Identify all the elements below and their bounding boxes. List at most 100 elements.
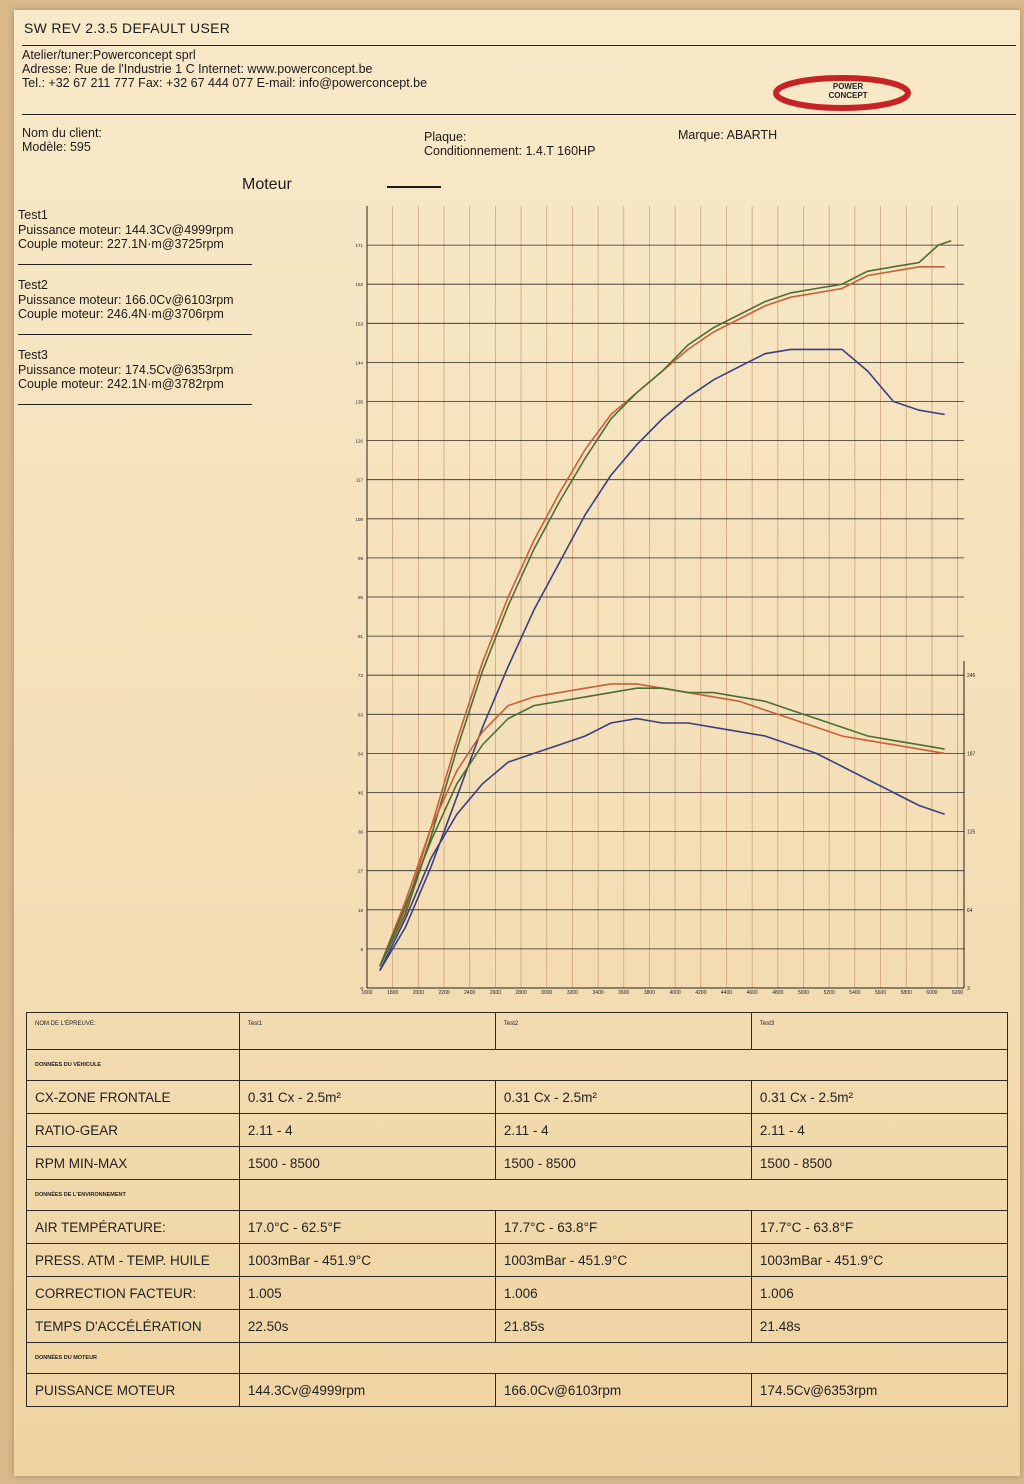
y-tick-label: 153	[355, 321, 363, 326]
test-parameters-table: NOM DE L'ÉPREUVE: Test1 Test2 Test3 DONNÉES …	[26, 1012, 1009, 1407]
y-tick-label: 63	[358, 712, 364, 717]
right-axis-label: 3	[967, 986, 970, 992]
x-tick-label: 4000	[670, 990, 681, 996]
row-value: 0.31 Cx - 2.5m²	[750, 1080, 1009, 1114]
y-tick-label: 144	[355, 360, 363, 365]
x-tick-label: 2800	[516, 990, 527, 996]
table-row: RPM MIN-MAX 1500 - 8500 1500 - 8500 1500 - …	[26, 1146, 1009, 1180]
table-row: CX-ZONE FRONTALE 0.31 Cx - 2.5m² 0.31 Cx -…	[26, 1080, 1009, 1114]
test1-divider	[18, 264, 252, 265]
table-row: CORRECTION FACTEUR: 1.005 1.006 1.006	[26, 1276, 1009, 1310]
table-section-row: DONNÉES DE L'ENVIRONNEMENT	[26, 1179, 1009, 1211]
x-tick-label: 2600	[490, 990, 501, 996]
x-tick-label: 4200	[695, 990, 706, 996]
row-label: CORRECTION FACTEUR:	[26, 1276, 240, 1310]
x-tick-label: 3400	[593, 990, 604, 996]
row-value: 1500 - 8500	[238, 1146, 496, 1180]
right-axis-label: 125	[967, 830, 976, 836]
y-tick-label: 81	[358, 634, 364, 639]
test2-divider	[18, 334, 252, 335]
y-tick-label: 135	[355, 400, 363, 405]
test1-torque: Couple moteur: 227.1N·m@3725rpm	[18, 237, 224, 251]
x-tick-label: 5200	[824, 990, 835, 996]
x-tick-label: 4800	[772, 990, 783, 996]
dyno-chart: 1600 1800 2000 2200 2400 2600 2800 3000 3200 3400…	[355, 206, 976, 996]
x-tick-label: 3600	[618, 990, 629, 996]
plate-label: Plaque:	[424, 130, 467, 144]
conditioning-value: Conditionnement: 1.4.T 160HP	[424, 144, 596, 158]
header-divider-top	[22, 45, 1016, 46]
row-label: CX-ZONE FRONTALE	[26, 1080, 240, 1114]
contact-line: Tel.: +32 67 211 777 Fax: +32 67 444 077…	[22, 76, 428, 90]
section-title: DONNÉES DE L'ENVIRONNEMENT	[26, 1179, 240, 1211]
y-tick-label: 117	[356, 478, 364, 483]
client-block: Nom du client: Modèle: 595	[22, 126, 102, 154]
test-column-header: Test1	[238, 1012, 496, 1050]
x-tick-label: 2200	[438, 990, 449, 996]
table-row: PUISSANCE MOTEUR 144.3Cv@4999rpm 166.0Cv@6…	[26, 1373, 1009, 1407]
x-tick-label: 3000	[541, 990, 552, 996]
test-column-header: Test3	[750, 1012, 1009, 1050]
x-tick-label: 5800	[901, 990, 912, 996]
y-tick-label: 90	[358, 595, 364, 600]
test3-name: Test3	[18, 348, 48, 362]
test3-power: Puissance moteur: 174.5Cv@6353rpm	[18, 362, 234, 377]
right-axis-label: 64	[967, 908, 973, 914]
test2-summary: Test2 Puissance moteur: 166.0Cv@6103rpm …	[18, 278, 234, 322]
power-concept-logo: POWER CONCEPT	[773, 75, 911, 111]
section-title: DONNÉES DU MOTEUR	[26, 1342, 240, 1374]
table-row: TEMPS D'ACCÉLÉRATION 22.50s 21.85s 21.48s	[26, 1309, 1009, 1343]
y-tick-label: 99	[358, 556, 364, 561]
test1-name: Test1	[18, 208, 48, 222]
table-row: PRESS. ATM - TEMP. HUILE 1003mBar - 451.9…	[26, 1243, 1009, 1277]
chart-section-title: Moteur	[242, 176, 292, 193]
row-value: 0.31 Cx - 2.5m²	[494, 1080, 752, 1114]
client-name-label: Nom du client:	[22, 126, 102, 140]
right-axis-label: 246	[967, 673, 976, 679]
test1-summary: Test1 Puissance moteur: 144.3Cv@4999rpm …	[18, 208, 234, 252]
y-tick-label: 9	[360, 947, 363, 952]
row-label: TEMPS D'ACCÉLÉRATION	[26, 1309, 240, 1343]
row-value: 174.5Cv@6353rpm	[750, 1373, 1009, 1407]
table-row: RATIO-GEAR 2.11 - 4 2.11 - 4 2.11 - 4	[26, 1113, 1009, 1147]
row-label: AIR TEMPÉRATURE:	[26, 1210, 240, 1244]
x-tick-label: 2000	[413, 990, 424, 996]
right-axis-label: 187	[967, 751, 976, 757]
row-label: RPM MIN-MAX	[26, 1146, 240, 1180]
section-spacer	[238, 1049, 1009, 1081]
y-tick-label: 0	[360, 986, 363, 991]
section-title: DONNÉES DU VÉHICULE	[26, 1049, 240, 1081]
x-tick-label: 2400	[464, 990, 475, 996]
y-tick-label: 108	[355, 517, 363, 522]
tuner-address-block: Atelier/tuner:Powerconcept sprl Adresse:…	[22, 48, 427, 90]
adresse-line: Adresse: Rue de l'Industrie 1 C Internet…	[22, 62, 373, 76]
svg-text:CONCEPT: CONCEPT	[828, 91, 867, 100]
row-value: 144.3Cv@4999rpm	[238, 1373, 496, 1407]
svg-text:POWER: POWER	[833, 82, 863, 91]
vehicle-block: Plaque: Conditionnement: 1.4.T 160HP	[424, 130, 595, 158]
brand-value: Marque: ABARTH	[678, 128, 778, 142]
y-tick-label: 126	[355, 439, 363, 444]
row-value: 17.0°C - 62.5°F	[238, 1210, 496, 1244]
row-value: 1003mBar - 451.9°C	[750, 1243, 1009, 1277]
row-value: 1003mBar - 451.9°C	[238, 1243, 496, 1277]
test2-power: Puissance moteur: 166.0Cv@6103rpm	[18, 292, 234, 307]
row-label: PUISSANCE MOTEUR	[26, 1373, 240, 1407]
x-tick-label: 6000	[926, 990, 937, 996]
x-tick-label: 4400	[721, 990, 732, 996]
row-label: RATIO-GEAR	[26, 1113, 240, 1147]
row-value: 21.85s	[494, 1309, 752, 1343]
x-tick-label: 5600	[875, 990, 886, 996]
test2-torque: Couple moteur: 246.4N·m@3706rpm	[18, 307, 224, 321]
x-tick-label: 5400	[849, 990, 860, 996]
y-tick-label: 27	[358, 869, 364, 874]
row-value: 0.31 Cx - 2.5m²	[238, 1080, 496, 1114]
header-divider-bottom	[22, 114, 1016, 115]
section-spacer	[238, 1179, 1009, 1211]
section-spacer	[238, 1342, 1009, 1374]
y-tick-label: 72	[358, 673, 364, 678]
test1-power: Puissance moteur: 144.3Cv@4999rpm	[18, 222, 234, 237]
row-value: 1.005	[238, 1276, 496, 1310]
x-tick-label: 4600	[747, 990, 758, 996]
row-value: 1.006	[494, 1276, 752, 1310]
